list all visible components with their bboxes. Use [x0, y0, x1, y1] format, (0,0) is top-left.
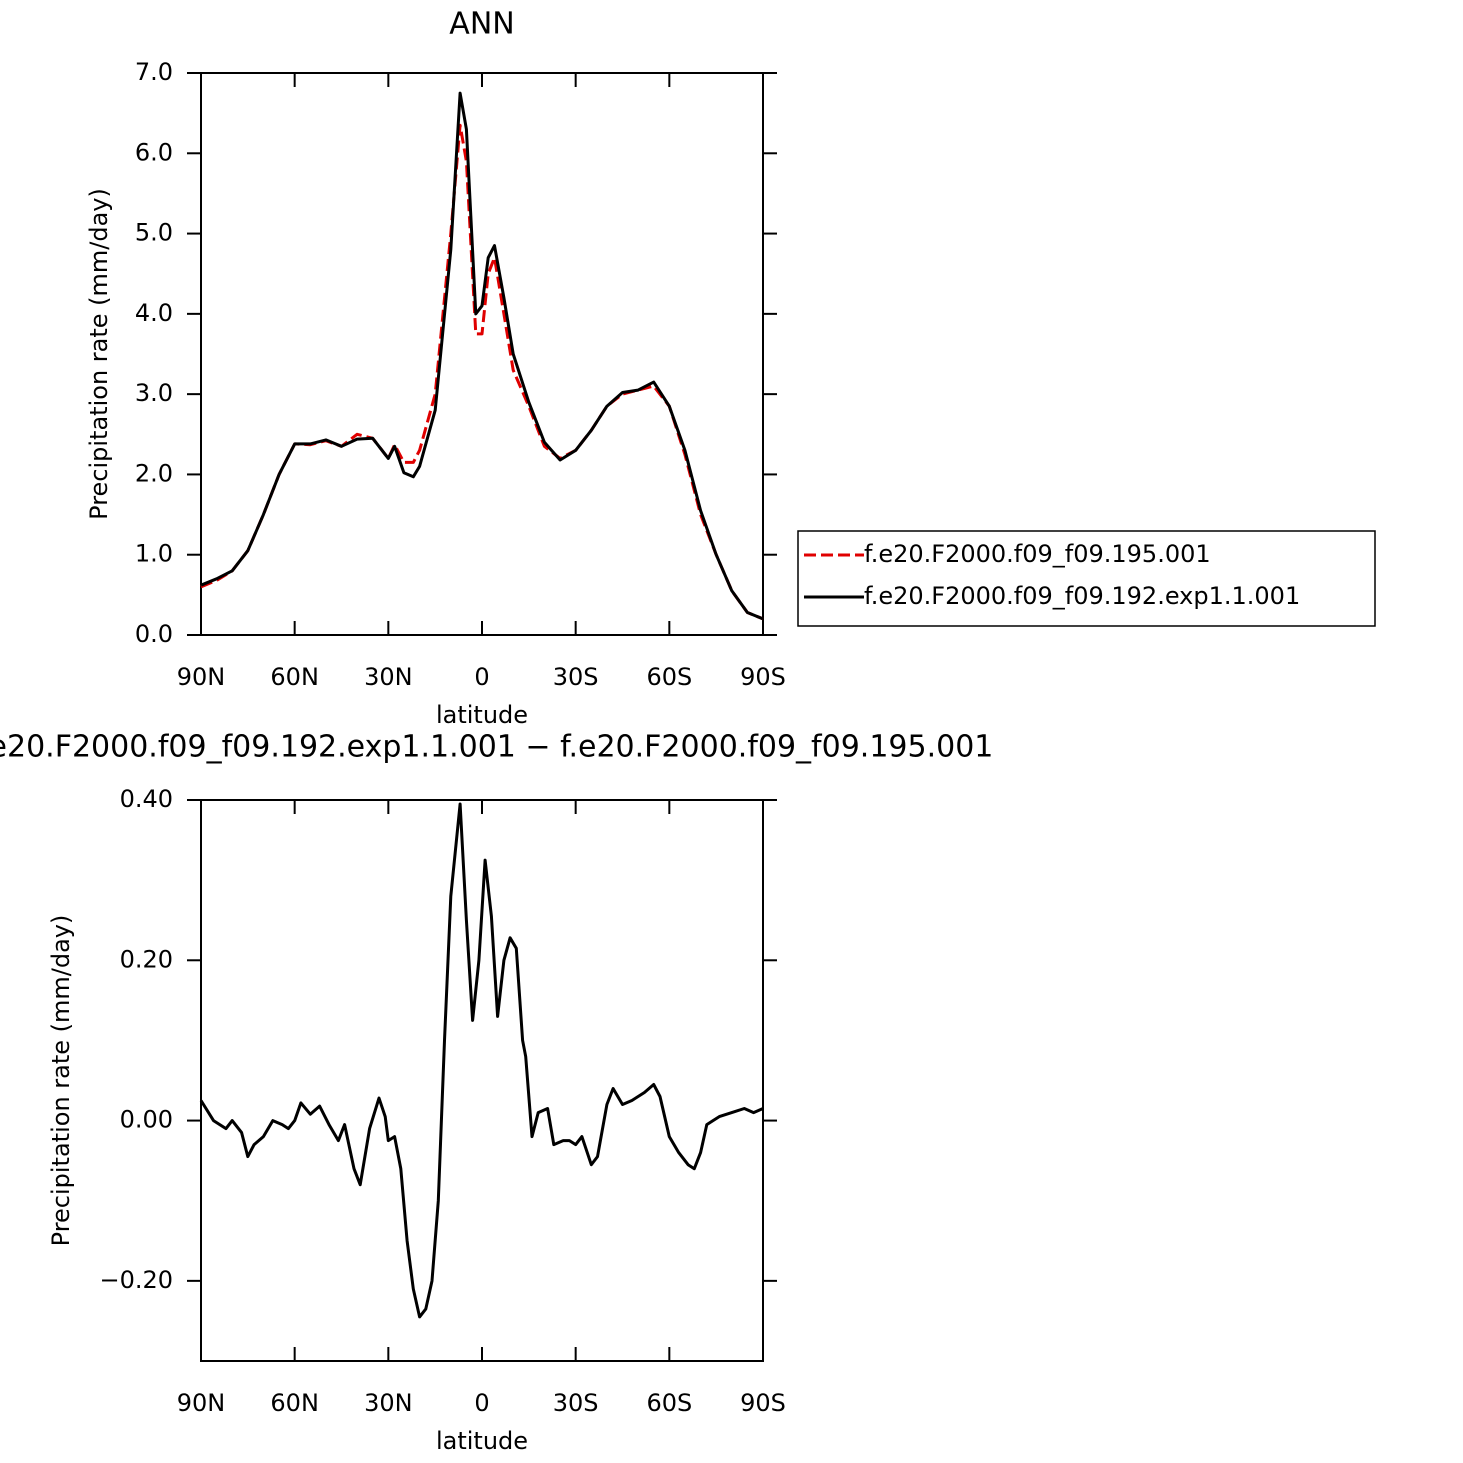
x-tick-label: 90S	[740, 1389, 786, 1417]
x-tick-label: 30N	[364, 663, 413, 691]
y-tick-label: 0.0	[135, 620, 173, 648]
x-axis-label: latitude	[436, 701, 528, 729]
y-tick-label: 0.20	[120, 945, 173, 973]
x-tick-label: 60N	[270, 1389, 319, 1417]
x-tick-label: 0	[474, 1389, 489, 1417]
data-line	[200, 123, 764, 621]
y-tick-label: 5.0	[135, 219, 173, 247]
y-tick-label: 1.0	[135, 540, 173, 568]
y-tick-label: 6.0	[135, 138, 173, 166]
y-tick-label: −0.20	[99, 1266, 173, 1294]
x-tick-label: 0	[474, 663, 489, 691]
y-axis-label: Precipitation rate (mm/day)	[85, 188, 113, 520]
y-tick-label: 0.40	[120, 785, 173, 813]
legend-box	[797, 530, 1376, 627]
y-tick-label: 0.00	[120, 1106, 173, 1134]
plot-frame	[200, 799, 764, 1362]
chart-title: ANN	[449, 7, 514, 42]
x-tick-label: 60S	[646, 1389, 692, 1417]
y-tick-label: 7.0	[135, 58, 173, 86]
y-tick-label: 2.0	[135, 459, 173, 487]
chart-title: f.e20.F2000.f09_f09.192.exp1.1.001 − f.e…	[0, 730, 993, 765]
data-line	[200, 91, 764, 621]
x-axis-label: latitude	[436, 1427, 528, 1455]
x-tick-label: 90S	[740, 663, 786, 691]
x-tick-label: 60N	[270, 663, 319, 691]
x-tick-label: 60S	[646, 663, 692, 691]
y-axis-label: Precipitation rate (mm/day)	[47, 915, 75, 1247]
x-tick-label: 30N	[364, 1389, 413, 1417]
plot-frame	[200, 72, 764, 636]
legend-label: f.e20.F2000.f09_f09.195.001	[864, 540, 1211, 568]
x-tick-label: 90N	[177, 1389, 226, 1417]
x-tick-label: 30S	[553, 1389, 599, 1417]
data-line	[199, 802, 764, 1319]
x-tick-label: 30S	[553, 663, 599, 691]
legend-label: f.e20.F2000.f09_f09.192.exp1.1.001	[864, 582, 1300, 610]
y-tick-label: 4.0	[135, 299, 173, 327]
y-tick-label: 3.0	[135, 379, 173, 407]
x-tick-label: 90N	[177, 663, 226, 691]
